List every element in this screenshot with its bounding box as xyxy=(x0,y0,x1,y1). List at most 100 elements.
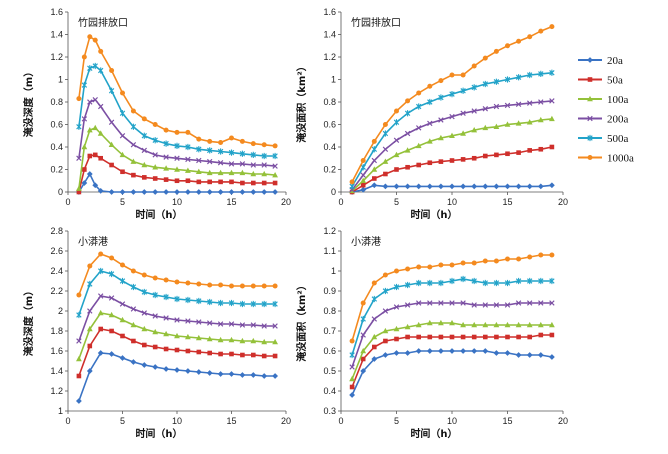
data-point-50a xyxy=(82,167,87,172)
data-point-100a xyxy=(371,166,378,172)
data-point-20a xyxy=(228,189,235,195)
data-point-200a xyxy=(449,300,455,306)
data-point-1000a xyxy=(261,283,267,289)
data-point-20a xyxy=(141,362,148,368)
data-point-20a xyxy=(217,371,224,377)
legend-label: 100a xyxy=(607,94,629,106)
x-tick-label: 0 xyxy=(338,197,343,207)
data-point-500a xyxy=(427,279,433,287)
data-point-1000a xyxy=(174,129,180,135)
y-tick-label: 0.8 xyxy=(50,97,63,107)
series-200a xyxy=(76,97,278,169)
data-point-100a xyxy=(449,319,455,326)
data-point-200a xyxy=(427,300,433,306)
data-point-500a xyxy=(98,67,104,74)
data-point-50a xyxy=(142,175,147,180)
data-point-1000a xyxy=(109,255,115,261)
data-point-20a xyxy=(426,183,433,190)
data-point-100a xyxy=(526,321,533,328)
legend-label: 200a xyxy=(607,114,629,126)
x-tick-label: 5 xyxy=(394,197,399,207)
data-point-50a xyxy=(394,167,399,172)
data-point-50a xyxy=(372,344,377,350)
data-point-50a xyxy=(240,352,245,358)
data-point-50a xyxy=(207,179,212,185)
data-point-20a xyxy=(449,183,455,190)
x-axis-label: 时间（h） xyxy=(135,427,182,440)
data-point-1000a xyxy=(449,72,455,78)
series-50a xyxy=(349,332,555,390)
data-point-100a xyxy=(393,325,400,332)
data-point-500a xyxy=(207,298,213,306)
data-point-100a xyxy=(404,147,411,153)
data-point-100a xyxy=(76,355,82,362)
data-point-20a xyxy=(515,352,522,358)
data-point-20a xyxy=(404,183,411,190)
data-point-200a xyxy=(272,163,278,169)
data-point-1000a xyxy=(394,268,399,274)
data-point-100a xyxy=(206,335,213,342)
data-point-500a xyxy=(460,87,466,94)
data-point-20a xyxy=(217,189,224,195)
y-tick-label: 1.2 xyxy=(323,226,336,236)
panel-title: 小漭港 xyxy=(351,235,381,248)
data-point-500a xyxy=(349,351,355,359)
data-point-100a xyxy=(195,168,202,175)
data-point-50a xyxy=(438,159,444,164)
data-point-20a xyxy=(174,189,180,195)
data-point-100a xyxy=(537,321,544,328)
series-200a xyxy=(349,300,555,370)
x-tick-label: 10 xyxy=(172,416,182,426)
data-point-20a xyxy=(537,183,544,190)
data-point-1000a xyxy=(120,90,125,96)
data-point-50a xyxy=(449,158,455,163)
data-point-100a xyxy=(371,333,378,340)
data-point-100a xyxy=(92,124,99,131)
data-point-200a xyxy=(460,300,466,306)
y-tick-label: 0.4 xyxy=(323,386,336,396)
data-point-500a xyxy=(108,270,115,278)
data-point-500a xyxy=(482,279,488,287)
data-point-100a xyxy=(163,330,169,337)
data-point-20a xyxy=(174,367,180,373)
data-point-500a xyxy=(196,146,202,153)
data-point-100a xyxy=(130,321,137,328)
data-point-20a xyxy=(130,189,137,195)
data-point-1000a xyxy=(349,338,355,344)
x-axis-label: 时间（h） xyxy=(135,208,182,221)
data-point-100a xyxy=(526,119,533,125)
x-tick-label: 15 xyxy=(226,197,236,207)
data-point-20a xyxy=(549,354,555,360)
data-point-20a xyxy=(515,183,522,190)
data-point-50a xyxy=(87,343,93,349)
data-point-200a xyxy=(272,323,278,329)
data-point-1000a xyxy=(527,34,533,40)
data-point-100a xyxy=(360,177,367,184)
series-500a xyxy=(76,62,278,160)
data-point-500a xyxy=(163,140,169,147)
data-point-50a xyxy=(405,334,410,340)
data-point-100a xyxy=(415,321,422,328)
data-point-100a xyxy=(228,336,235,343)
data-point-500a xyxy=(404,110,411,117)
data-point-500a xyxy=(393,119,400,126)
series-line-20a xyxy=(78,352,276,402)
y-tick-label: 0 xyxy=(58,187,63,197)
series-line-20a xyxy=(351,350,553,396)
data-point-500a xyxy=(119,277,126,285)
data-point-500a xyxy=(404,281,411,289)
data-point-100a xyxy=(174,332,180,339)
x-tick-label: 0 xyxy=(65,197,70,207)
data-point-20a xyxy=(185,189,191,195)
data-point-50a xyxy=(527,334,532,340)
data-point-50a xyxy=(360,356,366,362)
legend-marker xyxy=(587,134,593,142)
data-point-50a xyxy=(196,179,202,185)
data-point-100a xyxy=(141,161,148,168)
data-point-20a xyxy=(537,352,544,358)
data-point-500a xyxy=(185,143,191,151)
data-point-20a xyxy=(195,369,202,375)
data-point-200a xyxy=(360,172,366,178)
y-tick-label: 1 xyxy=(331,75,336,85)
data-point-100a xyxy=(438,319,444,326)
